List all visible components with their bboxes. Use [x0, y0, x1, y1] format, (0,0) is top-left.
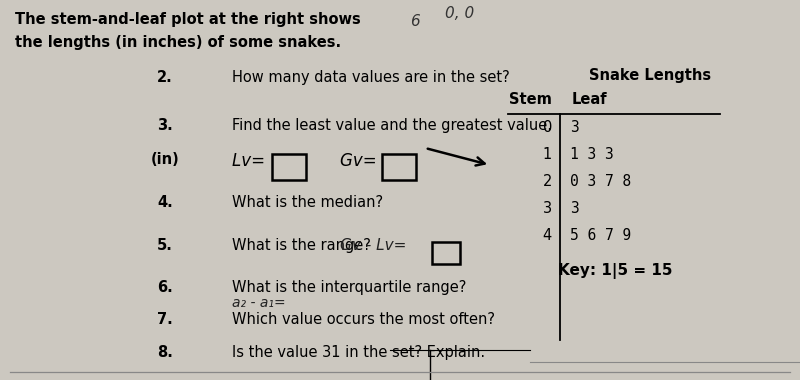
Text: 6.: 6. [157, 280, 173, 295]
Text: Snake Lengths: Snake Lengths [589, 68, 711, 83]
Text: Is the value 31 in the set? Explain.: Is the value 31 in the set? Explain. [232, 345, 485, 360]
Text: Lv=: Lv= [232, 152, 270, 170]
Text: 5.: 5. [157, 238, 173, 253]
Text: Find the least value and the greatest value.: Find the least value and the greatest va… [232, 118, 552, 133]
Text: 0 3 7 8: 0 3 7 8 [570, 174, 631, 189]
Text: 0: 0 [542, 120, 552, 135]
Text: a₂ - a₁=: a₂ - a₁= [232, 296, 286, 310]
Text: Which value occurs the most often?: Which value occurs the most often? [232, 312, 495, 327]
Text: 1: 1 [542, 147, 552, 162]
Text: 8.: 8. [157, 345, 173, 360]
Text: What is the range?: What is the range? [232, 238, 371, 253]
Text: (in): (in) [150, 152, 179, 167]
Text: 3: 3 [543, 201, 552, 216]
Text: 4: 4 [542, 228, 552, 243]
Text: the lengths (in inches) of some snakes.: the lengths (in inches) of some snakes. [15, 35, 341, 50]
FancyBboxPatch shape [382, 154, 416, 180]
Text: Leaf: Leaf [572, 92, 608, 107]
Text: Stem: Stem [509, 92, 552, 107]
Text: 0, 0: 0, 0 [446, 6, 474, 22]
Text: 6: 6 [410, 14, 420, 30]
Text: 3: 3 [570, 120, 578, 135]
Text: The stem-and-leaf plot at the right shows: The stem-and-leaf plot at the right show… [15, 12, 361, 27]
Text: Gv - Lv=: Gv - Lv= [340, 238, 406, 253]
Text: 2: 2 [542, 174, 552, 189]
Text: 5 6 7 9: 5 6 7 9 [570, 228, 631, 243]
Text: What is the median?: What is the median? [232, 195, 383, 210]
Text: 4.: 4. [157, 195, 173, 210]
Text: Gv=: Gv= [340, 152, 382, 170]
FancyBboxPatch shape [432, 242, 460, 264]
Text: Key: 1|5 = 15: Key: 1|5 = 15 [558, 263, 672, 279]
Text: What is the interquartile range?: What is the interquartile range? [232, 280, 466, 295]
Text: 3: 3 [570, 201, 578, 216]
Text: How many data values are in the set?: How many data values are in the set? [232, 70, 510, 85]
Text: 7.: 7. [157, 312, 173, 327]
Text: 3.: 3. [157, 118, 173, 133]
Text: 1 3 3: 1 3 3 [570, 147, 614, 162]
FancyBboxPatch shape [272, 154, 306, 180]
Text: 2.: 2. [157, 70, 173, 85]
